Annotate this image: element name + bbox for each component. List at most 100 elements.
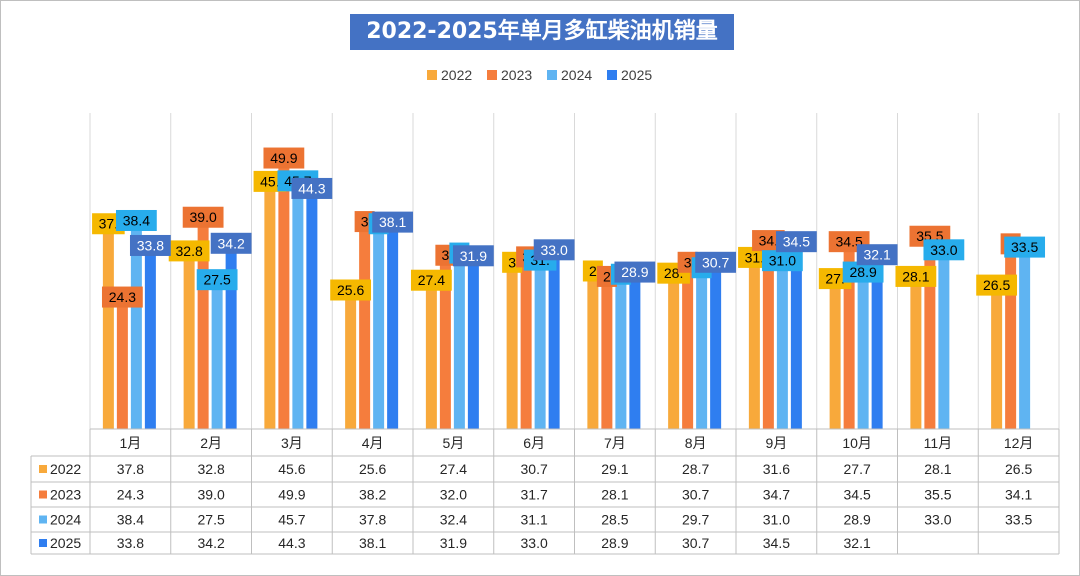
table-cell: 30.7: [682, 535, 709, 551]
data-label-2025-3月: 44.3: [298, 180, 325, 196]
data-label-bg: [168, 240, 210, 262]
data-label-bg: [372, 211, 414, 233]
data-label-2023-1月: 24.3: [109, 289, 136, 305]
data-label-2023-7月: 2: [603, 268, 611, 284]
table-cell: 26.5: [1005, 461, 1032, 477]
category-label-3月: 3月: [281, 435, 303, 451]
data-label-2022-10月: 27.: [825, 271, 844, 287]
table-cell: 31.9: [440, 535, 467, 551]
table-cell: 32.8: [198, 461, 225, 477]
table-cell: 45.7: [278, 512, 305, 528]
legend-label-2025: 2025: [621, 67, 652, 83]
data-label-bg: [115, 209, 157, 231]
bar-2024-9月: [776, 260, 788, 429]
data-label-2023-9月: 34.: [759, 233, 778, 249]
data-label-2023-10月: 34.5: [836, 234, 863, 250]
bar-2024-7月: [615, 274, 627, 429]
data-label-2025-6月: 33.0: [541, 242, 568, 258]
data-label-bg: [923, 239, 965, 261]
bar-2022-4月: [345, 289, 357, 429]
data-label-2024-2月: 27.5: [204, 272, 231, 288]
bar-2023-1月: [116, 297, 128, 429]
data-label-2025-5月: 31.9: [460, 248, 487, 264]
table-cell: 38.4: [117, 512, 144, 528]
legend-label-2024: 2024: [561, 67, 592, 83]
data-label-bg: [101, 286, 143, 308]
data-label-bg: [410, 269, 452, 291]
data-label-bg: [196, 269, 238, 291]
legend-label-2023: 2023: [501, 67, 532, 83]
data-label-bg: [291, 177, 333, 199]
table-cell: 27.5: [198, 512, 225, 528]
data-label-bg: [1004, 236, 1046, 258]
category-label-4月: 4月: [362, 435, 384, 451]
bar-2024-5月: [453, 253, 465, 429]
bar-2024-2月: [211, 279, 223, 429]
bar-2024-8月: [696, 267, 708, 429]
bar-2022-10月: [829, 278, 841, 429]
table-cell: 28.1: [601, 487, 628, 503]
bar-2023-6月: [520, 256, 532, 429]
table-cell: 38.2: [359, 487, 386, 503]
legend-swatch-2022: [427, 70, 437, 80]
bar-2025-5月: [467, 255, 479, 429]
category-label-12月: 12月: [1004, 435, 1034, 451]
data-label-bg: [842, 261, 884, 283]
data-label-bg: [129, 234, 171, 256]
data-label-bg: [452, 245, 494, 267]
table-cell: 34.7: [763, 487, 790, 503]
data-label-2025-9月: 34.5: [783, 234, 810, 250]
bar-2025-1月: [144, 245, 156, 429]
table-cell: 25.6: [359, 461, 386, 477]
data-label-2022-3月: 45.: [260, 173, 279, 189]
table-cell: 30.7: [521, 461, 548, 477]
data-label-bg: [895, 265, 937, 287]
bar-2023-2月: [197, 217, 209, 429]
bar-2025-9月: [790, 241, 802, 429]
bar-2025-6月: [548, 249, 560, 429]
bar-2023-5月: [439, 255, 451, 429]
legend-label-2022: 2022: [441, 67, 472, 83]
bar-2024-3月: [292, 180, 304, 429]
table-cell: 31.7: [521, 487, 548, 503]
table-key-2023: [39, 490, 47, 499]
table-cell: 35.5: [924, 487, 951, 503]
data-label-2024-11月: 33.0: [930, 242, 957, 258]
bar-2022-11月: [910, 276, 922, 429]
table-cell: 33.0: [521, 535, 548, 551]
table-cell: 32.0: [440, 487, 467, 503]
data-label-2023-3月: 49.9: [270, 150, 297, 166]
table-series-2023: 2023: [50, 487, 81, 503]
category-label-6月: 6月: [523, 435, 545, 451]
data-label-2024-9月: 31.0: [769, 253, 796, 269]
category-label-5月: 5月: [442, 435, 464, 451]
table-cell: 28.9: [844, 512, 871, 528]
data-label-bg: [263, 147, 305, 169]
data-label-2022-4月: 25.6: [337, 282, 364, 298]
data-label-2025-4月: 38.1: [379, 214, 406, 230]
table-key-2025: [39, 539, 47, 547]
table-cell: 33.8: [117, 535, 144, 551]
bar-2024-12月: [1019, 247, 1031, 429]
bar-2024-10月: [857, 272, 869, 429]
table-cell: 37.8: [117, 461, 144, 477]
bar-2025-4月: [387, 222, 399, 429]
bar-2022-8月: [668, 273, 680, 429]
table-cell: 45.6: [278, 461, 305, 477]
table-cell: 28.7: [682, 461, 709, 477]
category-label-8月: 8月: [685, 435, 707, 451]
bar-2023-7月: [601, 276, 613, 429]
bar-2022-12月: [991, 285, 1003, 429]
data-label-2025-7月: 28.9: [621, 264, 648, 280]
category-label-2月: 2月: [200, 435, 222, 451]
table-cell: 24.3: [117, 487, 144, 503]
bar-2023-8月: [682, 262, 694, 429]
legend-swatch-2024: [547, 70, 557, 80]
data-label-2025-10月: 32.1: [864, 247, 891, 263]
category-label-9月: 9月: [765, 435, 787, 451]
table-key-2024: [39, 515, 47, 524]
data-label-2025-1月: 33.8: [137, 237, 164, 253]
bar-2024-4月: [373, 223, 385, 429]
table-cell: 31.0: [763, 512, 790, 528]
bar-2023-10月: [843, 241, 855, 429]
